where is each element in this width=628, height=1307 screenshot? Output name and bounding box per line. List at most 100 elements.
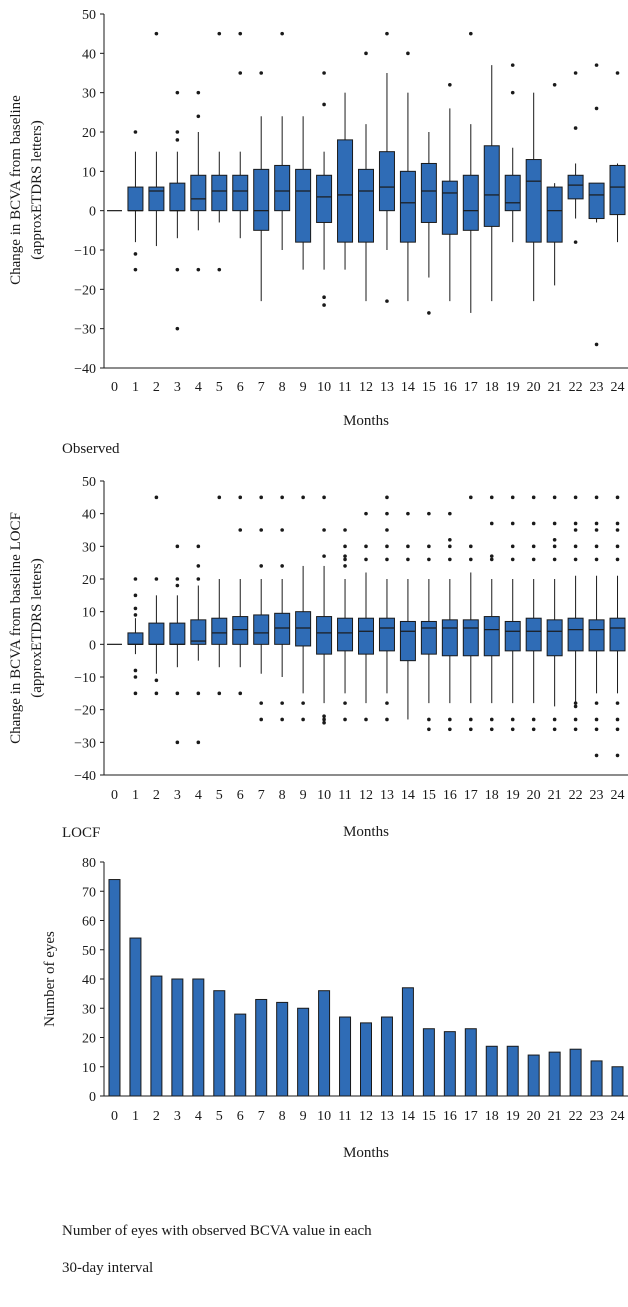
x-tick-label: 12 <box>359 1109 373 1124</box>
x-tick-label: 15 <box>422 788 436 803</box>
x-tick-label: 9 <box>300 380 307 395</box>
bar-month-16 <box>443 1031 456 1097</box>
y-tick-label: −40 <box>74 769 96 784</box>
outlier-point <box>427 727 431 732</box>
bar-month-10 <box>318 990 331 1097</box>
outlier-point <box>489 717 494 722</box>
box-iqr <box>358 168 374 243</box>
x-tick-label: 5 <box>216 1109 223 1124</box>
box-iqr <box>253 168 270 231</box>
box-iqr <box>483 145 500 227</box>
outlier-point <box>469 544 473 549</box>
outlier-point <box>615 717 620 722</box>
box-iqr <box>253 614 270 645</box>
outlier-point <box>196 691 201 696</box>
outlier-point <box>322 102 326 107</box>
bar-month-14 <box>401 987 414 1097</box>
bar-month-3 <box>171 978 184 1097</box>
outlier-point <box>552 538 557 542</box>
box-iqr <box>211 617 228 645</box>
x-tick-label: 9 <box>300 1109 307 1124</box>
outlier-point <box>364 544 368 549</box>
y-tick-label: 0 <box>89 1090 96 1105</box>
x-tick-label: 13 <box>380 788 394 803</box>
outlier-point <box>154 495 159 500</box>
y-tick-label: 50 <box>82 944 96 959</box>
x-tick-label: 20 <box>527 380 541 395</box>
outlier-point <box>552 83 557 87</box>
box-iqr <box>588 182 605 220</box>
bar-month-15 <box>422 1028 435 1097</box>
box-month-18 <box>483 65 500 302</box>
outlier-point <box>615 557 620 562</box>
outlier-point <box>510 727 515 732</box>
x-tick-label: 10 <box>317 788 331 803</box>
x-tick-label: 2 <box>153 380 160 395</box>
caption-observed: Observed <box>62 441 120 457</box>
x-tick-label: 5 <box>216 380 223 395</box>
box-month-10 <box>316 71 333 307</box>
outlier-point <box>364 51 368 56</box>
y-tick-label: −10 <box>74 671 96 686</box>
outlier-point <box>196 114 201 119</box>
outlier-point <box>301 717 305 722</box>
outlier-point <box>175 326 180 331</box>
x-tick-label: 16 <box>443 1109 457 1124</box>
box-month-7 <box>253 71 270 302</box>
y-tick-label: 10 <box>82 1061 96 1076</box>
outlier-point <box>469 495 473 500</box>
box-month-18 <box>483 495 500 732</box>
x-tick-label: 9 <box>300 788 307 803</box>
box-iqr <box>337 139 354 243</box>
x-tick-label: 10 <box>317 1109 331 1124</box>
box-month-21 <box>546 83 563 286</box>
outlier-point <box>531 521 536 526</box>
outlier-point <box>133 613 138 617</box>
box-month-20 <box>525 495 542 732</box>
y-tick-label: −40 <box>74 362 96 377</box>
x-tick-label: 22 <box>569 1109 583 1124</box>
outlier-point <box>175 130 180 134</box>
outlier-point <box>510 521 515 526</box>
outlier-point <box>238 495 243 500</box>
outlier-point <box>406 511 410 516</box>
outlier-point <box>406 544 410 549</box>
x-tick-label: 24 <box>611 1109 625 1124</box>
outlier-point <box>133 668 138 673</box>
box-month-14 <box>399 51 416 302</box>
box-iqr <box>609 617 626 652</box>
y-tick-label: 20 <box>82 1032 96 1047</box>
outlier-point <box>531 544 536 549</box>
x-tick-label: 3 <box>174 380 181 395</box>
y-axis-title: Number of eyes <box>42 931 58 1027</box>
outlier-point <box>531 495 536 500</box>
outlier-point <box>531 557 536 562</box>
outlier-point <box>615 495 620 500</box>
panel-1 <box>100 13 628 369</box>
outlier-point <box>615 528 620 532</box>
bar-month-12 <box>360 1022 372 1097</box>
outlier-point <box>573 701 578 705</box>
outlier-point <box>133 267 138 272</box>
box-iqr <box>232 616 249 645</box>
bar-month-6 <box>234 1013 247 1097</box>
outlier-point <box>133 577 138 581</box>
outlier-point <box>175 90 180 95</box>
outlier-point <box>406 557 410 562</box>
x-tick-label: 7 <box>258 380 265 395</box>
outlier-point <box>448 538 452 542</box>
outlier-point <box>615 544 620 549</box>
x-tick-label: 6 <box>237 1109 244 1124</box>
outlier-point <box>573 240 578 244</box>
outlier-point <box>385 299 389 303</box>
box-iqr <box>316 616 333 655</box>
x-tick-label: 24 <box>611 788 625 803</box>
outlier-point <box>322 714 326 718</box>
box-iqr <box>378 617 395 652</box>
box-iqr <box>358 617 374 655</box>
box-month-12 <box>358 51 374 302</box>
x-tick-label: 1 <box>132 1109 139 1124</box>
x-tick-label: 23 <box>590 380 604 395</box>
outlier-point <box>280 701 284 705</box>
outlier-point <box>364 557 368 562</box>
